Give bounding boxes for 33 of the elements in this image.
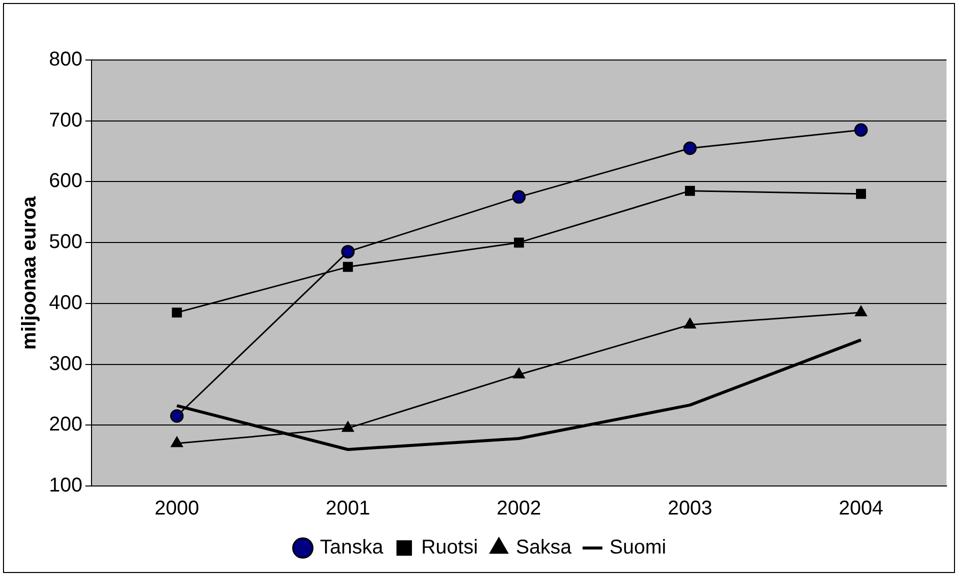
point [856,188,866,199]
point [170,436,183,448]
point [342,262,353,272]
x-tick-label: 2002 [496,498,542,520]
point [172,308,182,318]
y-tick-label: 600 [48,170,82,192]
x-tick-label: 2001 [326,498,370,520]
point [341,244,355,258]
y-tick-label: 300 [48,352,82,375]
legend-label: Tanska [320,536,384,559]
y-tick-label: 800 [48,48,82,71]
legend-label: Ruotsi [421,536,478,559]
y-tick-label: 200 [48,414,82,436]
y-tick-label: 100 [48,474,82,497]
x-tick-label: 2003 [668,498,712,520]
y-tick-label: 500 [48,231,82,254]
point [512,190,526,204]
point [342,421,354,432]
legend-label: Saksa [516,536,572,559]
point [512,368,525,378]
point [683,141,697,155]
point [854,123,868,137]
point [684,318,696,328]
point [855,306,867,316]
y-axis-title: miljoonaa euroa [18,195,41,350]
x-tick-label: 2004 [838,498,884,520]
x-tick-label: 2000 [154,498,200,520]
point [684,186,695,196]
y-tick-label: 700 [48,109,82,132]
point [170,409,184,423]
y-tick-label: 400 [48,292,82,314]
point [514,238,524,248]
legend-label: Suomi [609,536,666,559]
